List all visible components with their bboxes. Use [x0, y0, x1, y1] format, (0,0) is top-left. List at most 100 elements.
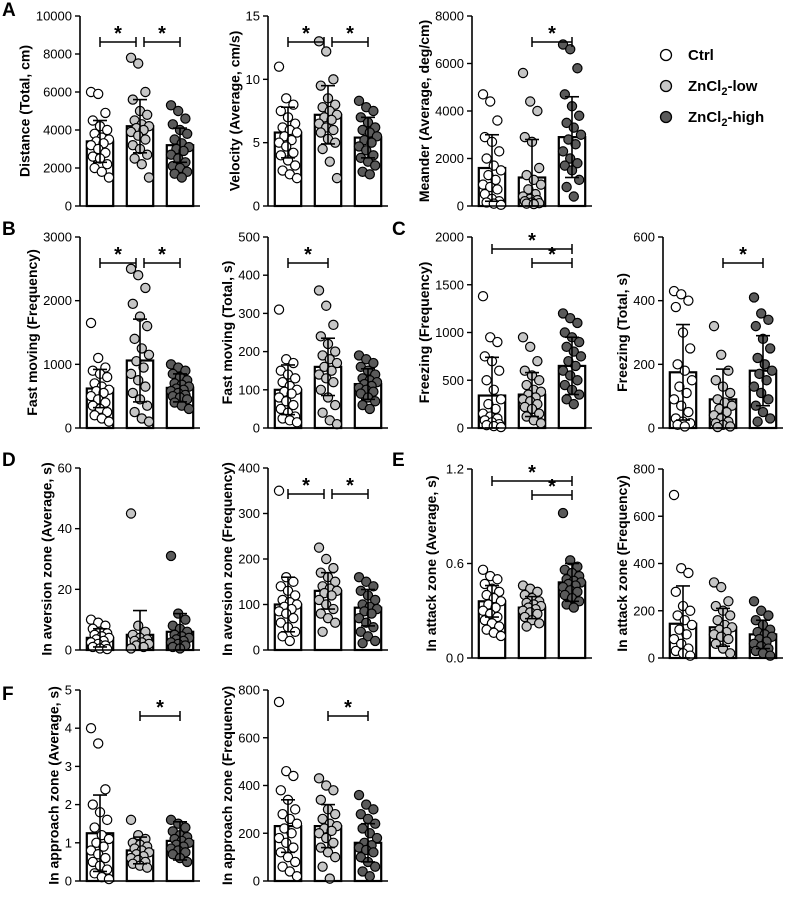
data-point-zncl2-low	[321, 300, 332, 311]
legend-label-zncl2-high: ZnCl2-high	[688, 109, 764, 129]
data-point-ctrl	[289, 373, 301, 384]
data-point-zncl2-low	[331, 172, 343, 184]
data-point-zncl2-high	[572, 375, 583, 386]
data-point-zncl2-low	[324, 873, 335, 884]
data-point-ctrl	[275, 617, 287, 628]
data-point-ctrl	[98, 841, 109, 852]
y-axis-label: In aversion zone (Average, s)	[38, 462, 54, 655]
data-point-zncl2-low	[525, 96, 536, 107]
data-point-ctrl	[273, 485, 285, 496]
y-tick-label: 10	[246, 72, 260, 87]
y-tick-label: 400	[238, 268, 260, 283]
data-point-zncl2-high	[368, 847, 379, 858]
data-point-zncl2-low	[329, 617, 341, 628]
data-point-zncl2-high	[355, 626, 367, 638]
data-point-zncl2-low	[724, 648, 736, 659]
data-point-zncl2-low	[326, 590, 337, 601]
data-point-zncl2-low	[517, 67, 529, 79]
data-point-zncl2-low	[716, 349, 727, 360]
data-point-ctrl	[289, 160, 301, 171]
data-point-ctrl	[289, 804, 301, 815]
y-tick-label: 6000	[435, 56, 464, 71]
data-point-zncl2-low	[131, 355, 142, 367]
data-point-ctrl	[291, 871, 303, 882]
y-tick-label: 200	[633, 603, 655, 618]
data-point-zncl2-high	[357, 866, 368, 877]
data-point-ctrl	[101, 643, 113, 655]
data-point-zncl2-high	[748, 292, 760, 303]
data-point-ctrl	[100, 107, 111, 119]
significance-star: *	[548, 476, 556, 498]
y-tick-label: 800	[238, 683, 260, 698]
data-point-zncl2-low	[127, 387, 139, 399]
data-point-ctrl	[493, 365, 505, 376]
y-tick-label: 200	[238, 826, 260, 841]
data-point-zncl2-low	[532, 355, 543, 367]
y-tick-label: 200	[238, 552, 260, 567]
data-point-zncl2-low	[315, 794, 327, 806]
data-point-ctrl	[485, 96, 496, 107]
data-point-zncl2-high	[557, 365, 569, 376]
y-tick-label: 10000	[36, 9, 72, 24]
data-point-zncl2-low	[329, 851, 341, 863]
data-point-zncl2-low	[315, 127, 327, 138]
y-tick-label: 2000	[43, 293, 72, 308]
significance-star: *	[114, 244, 122, 266]
data-point-ctrl	[291, 818, 303, 829]
chart-a1: 0 2000 4000 6000 8000 10000 Distance (Total, c…	[17, 9, 200, 214]
data-point-zncl2-high	[756, 605, 767, 616]
data-point-ctrl	[284, 635, 295, 647]
data-point-zncl2-high	[355, 585, 367, 597]
data-point-zncl2-high	[180, 113, 191, 124]
data-point-ctrl	[490, 174, 501, 186]
chart-d1: 0 20 40 60 In aversion zone (Average, s)	[38, 461, 200, 658]
data-point-zncl2-high	[368, 357, 379, 369]
data-point-zncl2-low	[143, 172, 155, 183]
data-point-zncl2-low	[525, 341, 536, 353]
data-point-zncl2-high	[165, 550, 177, 562]
y-axis-label: Velocity (Average, cm/s)	[226, 31, 242, 192]
significance-star: *	[302, 23, 310, 45]
data-point-zncl2-high	[563, 134, 574, 145]
significance-star: *	[548, 23, 556, 45]
data-point-zncl2-low	[326, 114, 337, 126]
y-tick-label: 0	[648, 651, 655, 666]
data-point-zncl2-low	[533, 375, 545, 386]
data-point-ctrl	[477, 291, 489, 302]
data-point-zncl2-low	[321, 553, 332, 565]
data-point-zncl2-low	[329, 399, 341, 411]
data-point-zncl2-high	[559, 160, 571, 171]
data-point-ctrl	[275, 581, 287, 592]
data-point-ctrl	[495, 421, 507, 433]
y-tick-label: 200	[633, 357, 655, 372]
data-point-zncl2-low	[523, 184, 534, 195]
data-point-ctrl	[483, 398, 494, 410]
data-point-ctrl	[495, 394, 507, 405]
data-point-zncl2-high	[357, 637, 368, 649]
data-point-zncl2-low	[326, 365, 337, 376]
y-tick-label: 0	[253, 199, 260, 214]
data-point-zncl2-low	[317, 407, 328, 418]
data-point-ctrl	[96, 166, 107, 177]
data-point-ctrl	[103, 416, 115, 427]
y-tick-label: 400	[238, 778, 260, 793]
data-point-zncl2-low	[140, 282, 151, 294]
data-point-zncl2-low	[129, 406, 140, 418]
y-tick-label: 3000	[43, 230, 72, 245]
y-tick-label: 0	[65, 643, 72, 658]
panel-letter-E: E	[392, 450, 405, 471]
data-point-ctrl	[684, 343, 696, 354]
data-point-zncl2-low	[141, 320, 153, 332]
y-tick-label: 400	[238, 461, 260, 476]
data-point-zncl2-low	[140, 134, 151, 145]
data-point-zncl2-high	[181, 128, 193, 139]
panel-letter-F: F	[2, 684, 14, 705]
y-tick-label: 0	[65, 199, 72, 214]
y-axis-label: In attack zone (Frequency)	[614, 475, 630, 652]
data-point-ctrl	[87, 799, 99, 810]
data-point-zncl2-high	[763, 314, 774, 325]
data-point-ctrl	[273, 304, 285, 315]
data-point-zncl2-high	[573, 336, 585, 348]
data-point-zncl2-low	[724, 610, 736, 621]
